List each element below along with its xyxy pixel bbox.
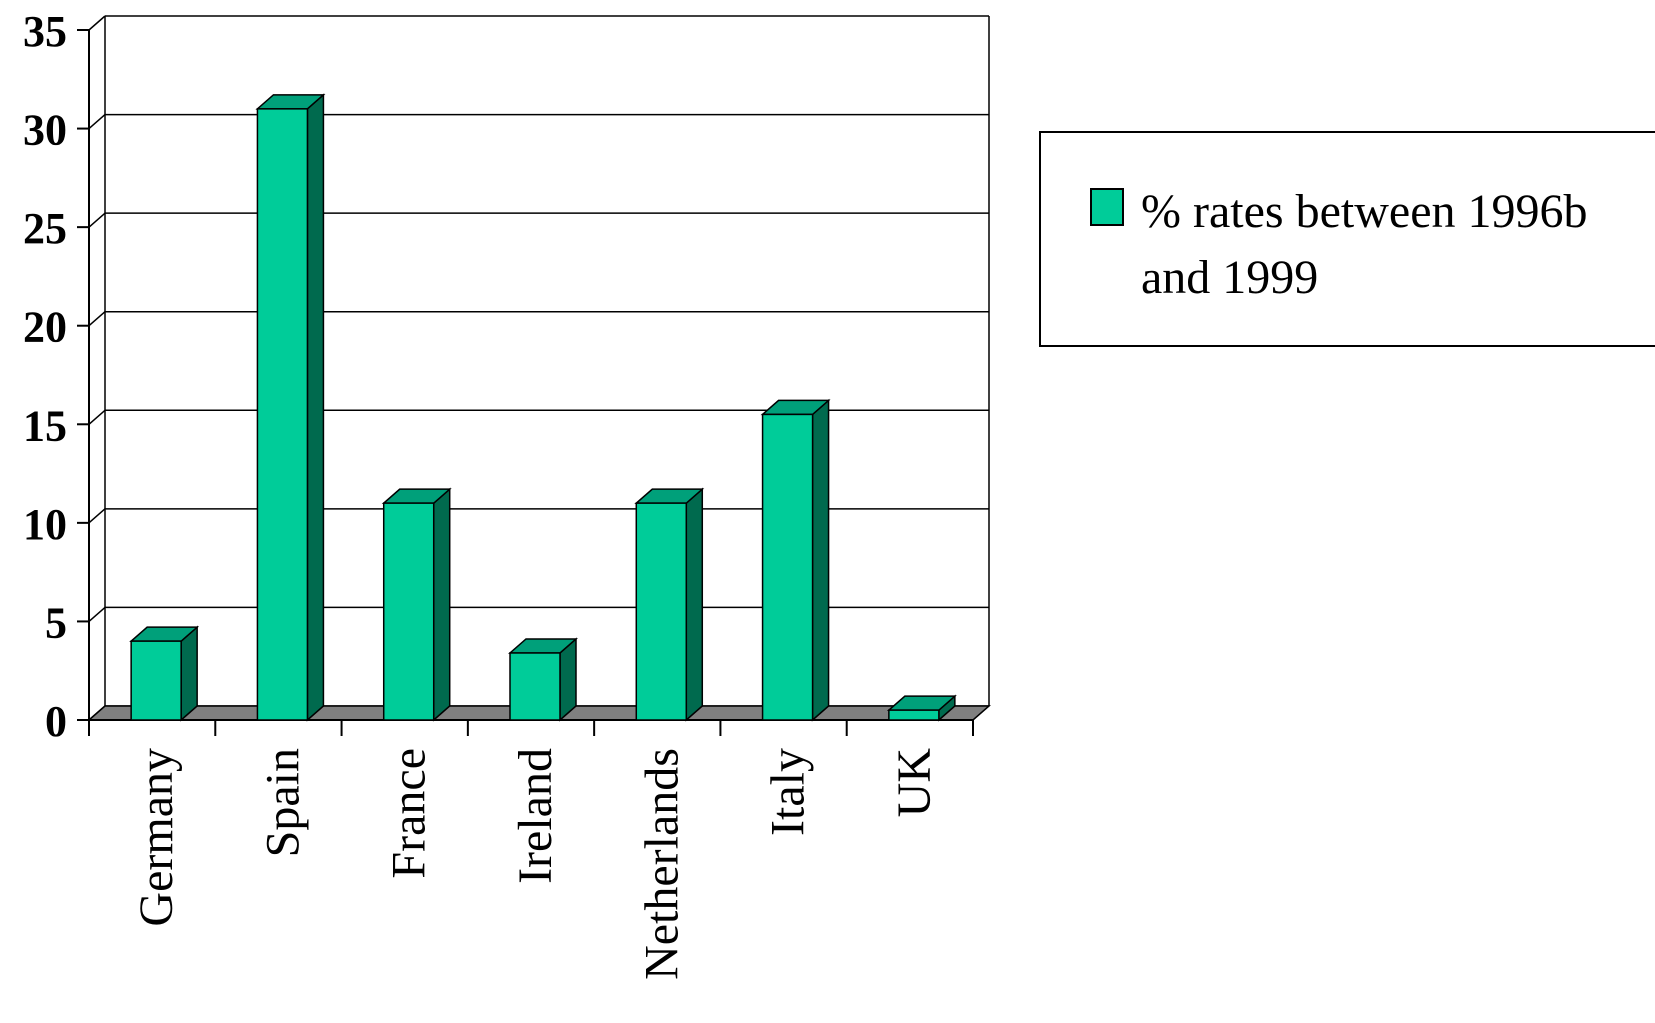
bar-france: [381, 487, 452, 722]
bar-italy: [760, 398, 831, 722]
gridline-connector-35: [88, 15, 106, 31]
gridline-connector-10: [88, 508, 106, 524]
y-tick-label-20: 20: [23, 303, 67, 352]
bar-front-face: [509, 652, 561, 721]
x-axis-tick-labels: Germany Spain France Ireland Netherlands Ital…: [130, 748, 941, 980]
bar-uk: [886, 694, 957, 722]
gridline-connector-15: [88, 409, 106, 425]
bar-side-face: [685, 487, 704, 722]
bar-netherlands: [634, 487, 705, 722]
bar-front-face: [382, 502, 435, 721]
bar-front-face: [256, 108, 309, 721]
gridline-connector-30: [88, 114, 106, 130]
bar-front-face: [888, 709, 940, 721]
legend-label-line-2: and 1999: [1141, 251, 1318, 304]
x-tick-label-italy: Italy: [762, 748, 815, 836]
bar-spain: [255, 93, 326, 722]
legend-label-line-1: % rates between 1996b: [1141, 185, 1588, 238]
axes: [77, 29, 974, 736]
legend-box: [1039, 131, 1655, 347]
grid-layer: [88, 15, 990, 721]
bar-front-face: [130, 640, 182, 721]
legend-swatch: [1090, 188, 1124, 226]
bar-front-face: [635, 502, 688, 721]
gridline-connector-20: [88, 311, 106, 327]
x-tick-label-spain: Spain: [256, 748, 309, 857]
x-tick-label-germany: Germany: [130, 748, 183, 927]
x-tick-label-uk: UK: [888, 748, 941, 818]
bar-germany: [129, 625, 200, 722]
y-tick-label-15: 15: [23, 401, 67, 450]
gridline-connector-5: [88, 606, 106, 622]
y-tick-label-35: 35: [23, 7, 67, 56]
bar-side-face: [432, 487, 451, 722]
x-tick-label-france: France: [383, 748, 436, 879]
y-tick-label-0: 0: [45, 697, 67, 746]
x-tick-label-ireland: Ireland: [509, 748, 562, 884]
legend: % rates between 1996b and 1999: [1039, 131, 1655, 347]
bar-ireland: [508, 637, 578, 722]
bar-side-face: [306, 93, 325, 722]
bar-side-face: [180, 625, 198, 722]
y-tick-label-5: 5: [45, 598, 67, 647]
x-tick-label-netherlands: Netherlands: [635, 748, 688, 980]
y-axis-tick-labels: 0 5 10 15 20 25 30 35: [23, 7, 67, 746]
gridline-connector-25: [88, 212, 106, 228]
y-tick-label-25: 25: [23, 204, 67, 253]
bar-side-face: [811, 398, 830, 722]
y-tick-label-30: 30: [23, 106, 67, 155]
bar-front-face: [761, 413, 814, 721]
y-tick-label-10: 10: [23, 500, 67, 549]
bars: [129, 93, 957, 722]
